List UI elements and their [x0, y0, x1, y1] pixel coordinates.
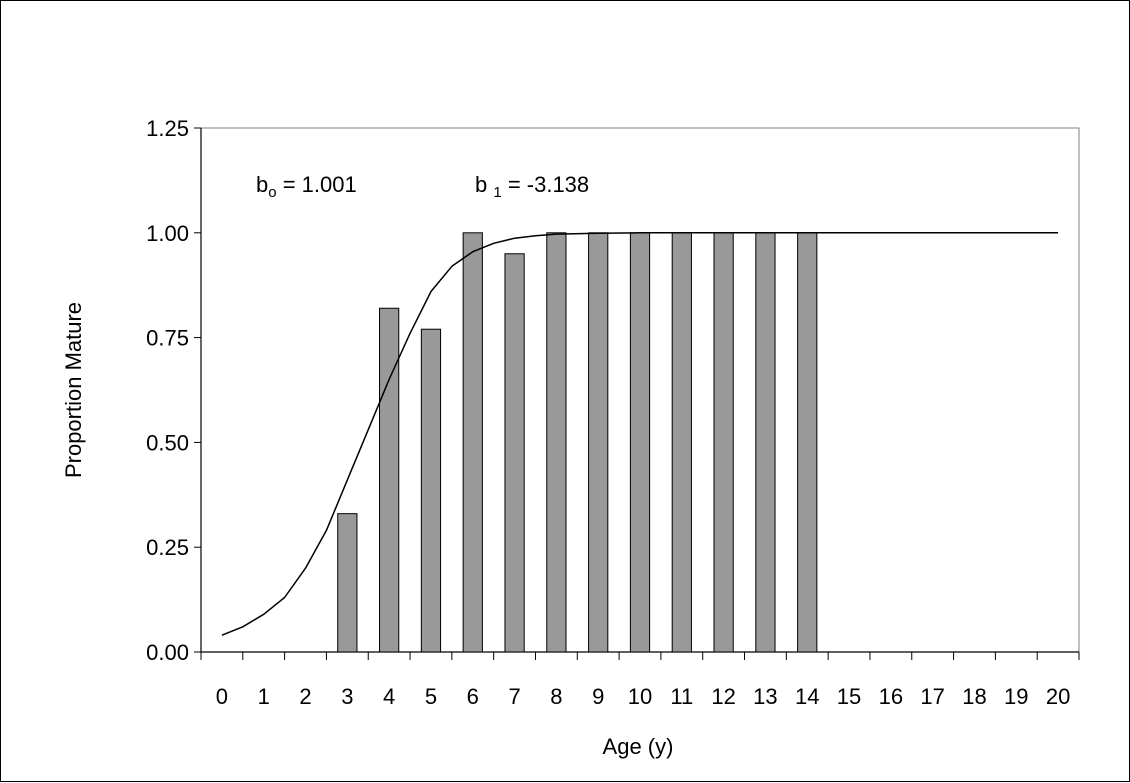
x-tick-label: 3 — [341, 684, 353, 709]
x-tick-label: 20 — [1046, 684, 1070, 709]
y-tick-label: 0.75 — [146, 326, 189, 351]
x-tick-label: 8 — [550, 684, 562, 709]
bar-age-12 — [713, 232, 734, 653]
bar-age-8 — [546, 232, 567, 653]
annotation-b0-rest: = 1.001 — [277, 172, 357, 197]
annotation-b0-sub: o — [268, 184, 276, 201]
y-axis-label: Proportion Mature — [61, 302, 86, 478]
bar-age-5 — [420, 328, 442, 653]
bar-age-13 — [755, 232, 776, 653]
bar-age-11 — [671, 232, 692, 653]
x-tick-label: 1 — [258, 684, 270, 709]
y-tick-label: 1.00 — [146, 221, 189, 246]
x-tick-label: 16 — [879, 684, 903, 709]
bar-age-9 — [588, 232, 609, 653]
x-axis-label: Age (y) — [603, 734, 674, 759]
x-tick-label: 13 — [753, 684, 777, 709]
x-tick-label: 15 — [837, 684, 861, 709]
annotation-b1-rest: = -3.138 — [502, 172, 589, 197]
annotation-b1: b 1 = -3.138 — [475, 172, 589, 201]
y-tick-label: 0.25 — [146, 535, 189, 560]
x-tick-label: 18 — [962, 684, 986, 709]
bar-age-6 — [462, 232, 483, 653]
annotation-b0-base: b — [256, 172, 268, 197]
bar-age-10 — [629, 232, 651, 653]
x-tick-label: 4 — [383, 684, 395, 709]
x-tick-label: 6 — [467, 684, 479, 709]
bars — [337, 232, 818, 653]
logistic-curve — [221, 232, 1059, 636]
x-tick-label: 19 — [1004, 684, 1028, 709]
x-tick-label: 12 — [711, 684, 735, 709]
bar-age-3 — [337, 513, 358, 653]
annotation-b1-sub: 1 — [493, 184, 501, 201]
annotation-b1-base: b — [475, 172, 493, 197]
y-tick-label: 0.50 — [146, 430, 189, 455]
x-tick-label: 9 — [592, 684, 604, 709]
x-tick-label: 17 — [920, 684, 944, 709]
y-tick-label: 1.25 — [146, 116, 189, 141]
logistic-curve-line — [221, 232, 1059, 636]
annotation-b0: bo = 1.001 — [256, 172, 357, 201]
y-tick-label: 0.00 — [146, 640, 189, 665]
bar-age-14 — [797, 232, 818, 653]
x-tick-label: 7 — [508, 684, 520, 709]
x-tick-label: 5 — [425, 684, 437, 709]
bar-age-7 — [504, 253, 525, 653]
x-tick-label: 10 — [628, 684, 652, 709]
x-tick-label: 11 — [670, 684, 693, 709]
bar-age-4 — [379, 307, 400, 653]
x-tick-label: 14 — [795, 684, 819, 709]
tick-labels: 0.000.250.500.751.001.250 1 2 3 4 5 6 7 8 9 10 11 12… — [146, 116, 1070, 709]
x-tick-label: 0 — [216, 684, 228, 709]
x-tick-label: 2 — [299, 684, 311, 709]
